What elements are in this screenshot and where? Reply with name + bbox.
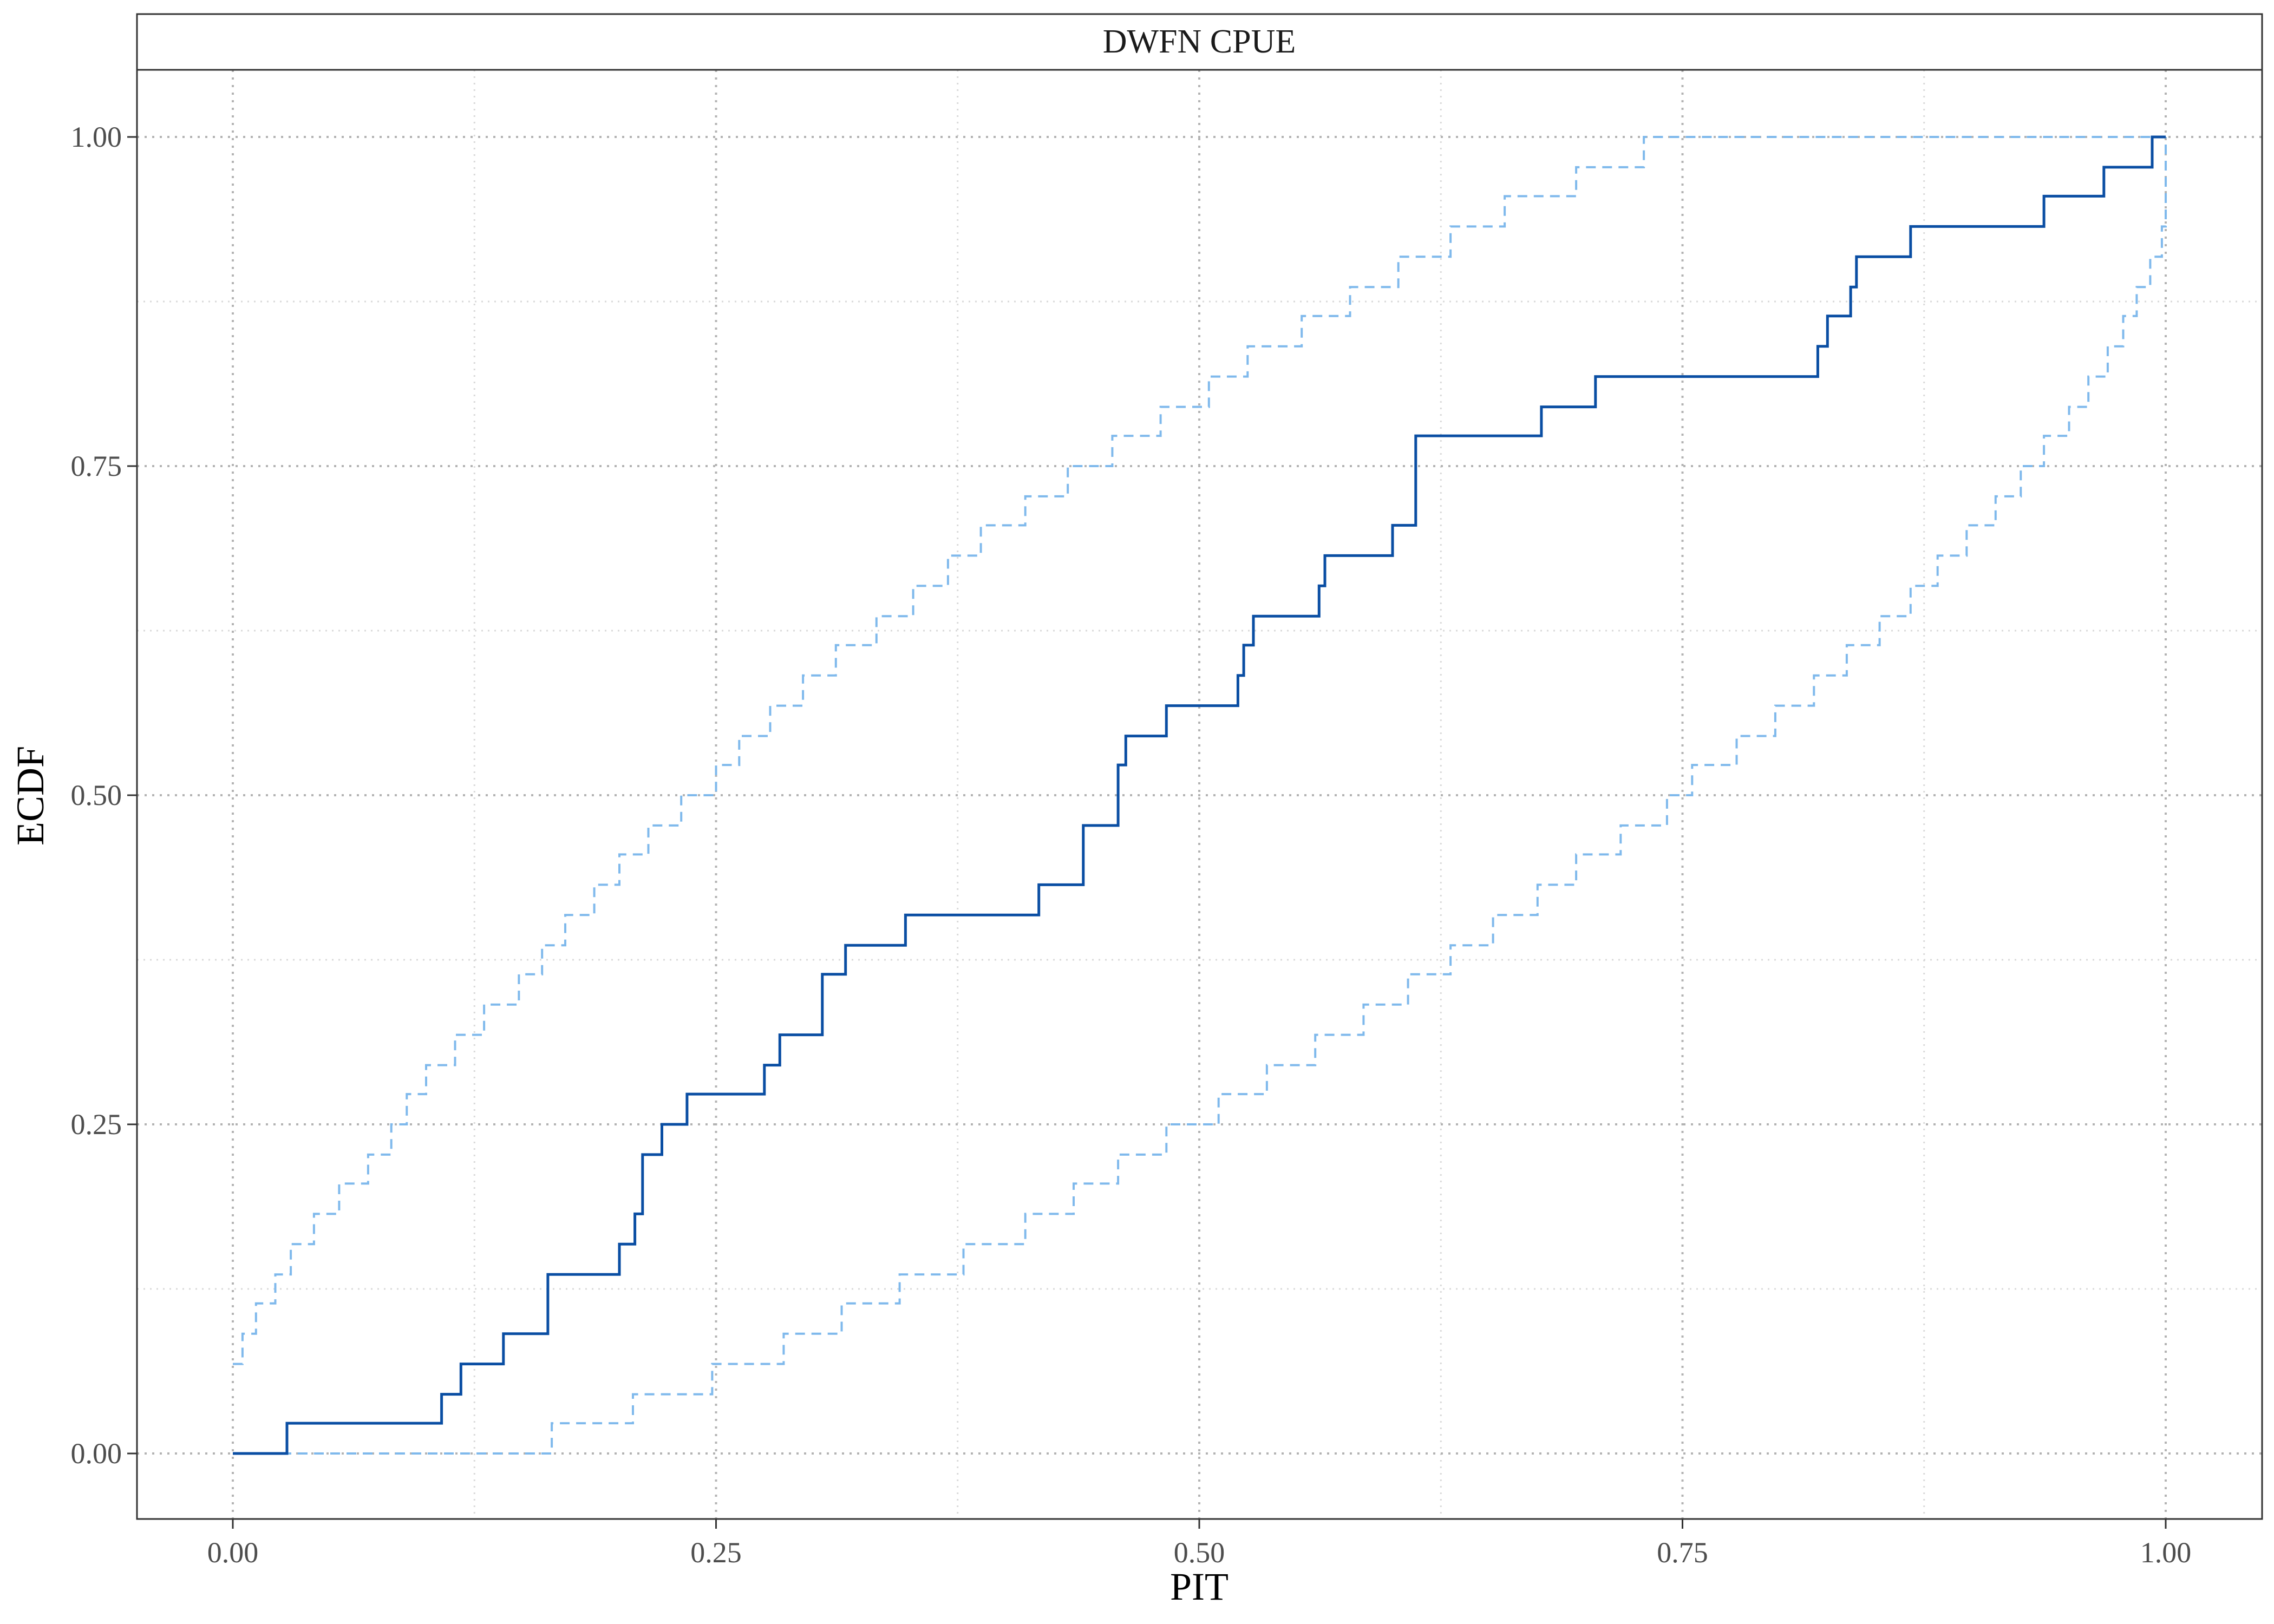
major-grid <box>137 70 2262 1519</box>
y-tick-label: 0.50 <box>71 779 122 811</box>
y-tick-label: 0.25 <box>71 1108 122 1141</box>
minor-grid <box>137 70 2262 1519</box>
ecdf-line <box>233 135 2166 1455</box>
y-tick-label: 0.75 <box>71 450 122 482</box>
x-axis-ticks: 0.00 0.25 0.50 0.75 1.00 <box>207 1519 2192 1569</box>
facet-strip <box>136 13 2263 71</box>
y-tick-label: 1.00 <box>71 121 122 153</box>
x-axis-title: PIT <box>1170 1565 1229 1608</box>
confidence-band-line <box>233 136 2166 1365</box>
x-tick-label: 0.00 <box>207 1536 259 1569</box>
x-tick-label: 1.00 <box>2140 1536 2192 1569</box>
confidence-band-line <box>233 137 2167 1455</box>
y-axis-title: ECDF <box>9 746 52 846</box>
x-tick-label: 0.50 <box>1174 1536 1225 1569</box>
x-tick-label: 0.75 <box>1657 1536 1708 1569</box>
y-axis-ticks: 0.00 0.25 0.50 0.75 1.00 <box>71 121 137 1470</box>
y-tick-label: 0.00 <box>71 1437 122 1470</box>
series-layer <box>233 135 2167 1455</box>
x-tick-label: 0.25 <box>690 1536 742 1569</box>
facet-strip-title: DWFN CPUE <box>1103 23 1296 60</box>
